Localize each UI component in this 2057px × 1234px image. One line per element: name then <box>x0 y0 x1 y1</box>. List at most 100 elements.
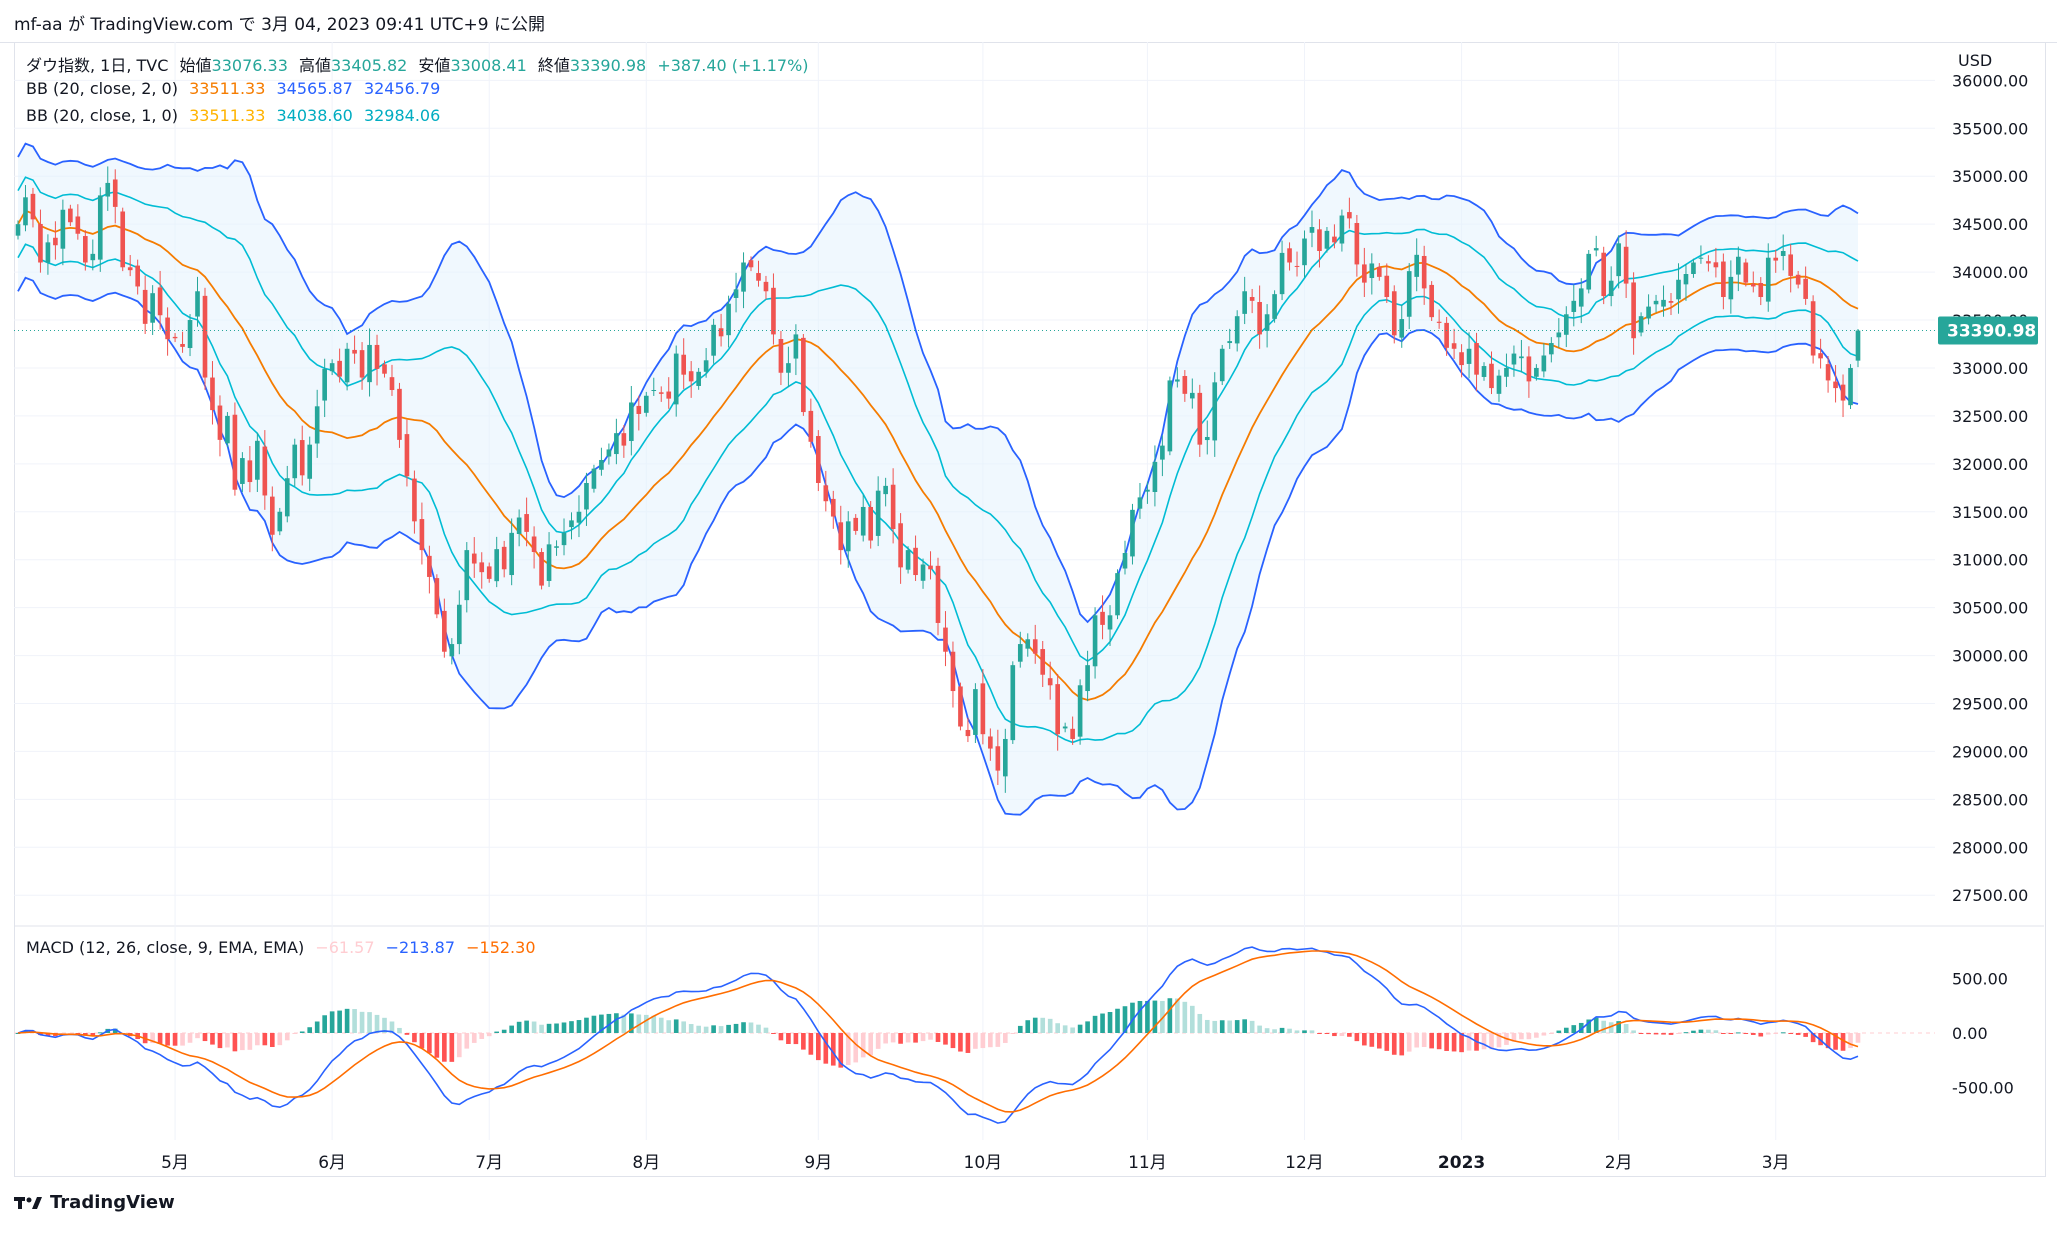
candle-body <box>898 523 903 568</box>
macd-hist-bar <box>1451 1033 1457 1052</box>
candle-body <box>1040 649 1046 675</box>
macd-hist-bar <box>748 1022 754 1033</box>
candle-body <box>1354 223 1360 265</box>
candle-body <box>905 550 911 570</box>
macd-hist-bar <box>1062 1025 1068 1033</box>
candle-body <box>1668 301 1674 303</box>
macd-hist-bar <box>673 1019 679 1033</box>
candle-body <box>711 324 716 356</box>
candle-body <box>1152 461 1158 493</box>
macd-hist-bar <box>1010 1033 1016 1034</box>
candle-body <box>733 289 739 298</box>
candle-body <box>1002 738 1008 777</box>
candle-body <box>262 446 268 496</box>
macd-hist-bar <box>1145 1000 1150 1033</box>
macd-hist-bar <box>292 1033 298 1034</box>
time-tick-label: 5月 <box>161 1153 189 1173</box>
candle-body <box>853 517 859 531</box>
candle-body <box>1384 275 1390 298</box>
macd-tick-label: 0.00 <box>1952 1024 1988 1043</box>
candle-body <box>1212 382 1218 441</box>
macd-hist-bar <box>1840 1033 1846 1051</box>
candle-body <box>1825 364 1831 381</box>
candle-body <box>195 291 200 317</box>
candle-body <box>823 485 829 502</box>
macd-hist-bar <box>1264 1028 1270 1033</box>
macd-hist-bar <box>1489 1033 1494 1050</box>
macd-hist-bar <box>808 1033 814 1055</box>
macd-hist-bar <box>456 1033 462 1058</box>
macd-line-value: −213.87 <box>385 938 456 957</box>
candle-body <box>374 344 380 369</box>
macd-hist-bar <box>599 1014 604 1033</box>
macd-hist-bar <box>314 1021 320 1033</box>
macd-hist-bar <box>1541 1033 1547 1036</box>
low-label: 安値 <box>418 56 451 75</box>
macd-hist-bar <box>1780 1032 1786 1034</box>
macd-hist-bar <box>322 1015 327 1033</box>
macd-hist-bar <box>741 1022 746 1033</box>
macd-hist-bar <box>733 1023 739 1033</box>
macd-hist-bar <box>1743 1033 1749 1034</box>
candle-body <box>456 604 462 645</box>
candle-body <box>1032 639 1038 654</box>
macd-hist-bar <box>397 1027 402 1033</box>
tradingview-logo-icon <box>14 1197 42 1209</box>
macd-hist-bar <box>621 1014 627 1033</box>
candle-body <box>1399 319 1405 338</box>
macd-hist-bar <box>658 1017 664 1033</box>
macd-signal-line <box>17 950 1859 1113</box>
macd-tick-label: 500.00 <box>1952 969 2008 988</box>
candle-body <box>1638 316 1644 333</box>
macd-hist-bar <box>501 1029 507 1033</box>
macd-hist-bar <box>1421 1033 1427 1047</box>
candle-body <box>23 197 28 226</box>
candle-body <box>1017 644 1023 662</box>
candle-body <box>614 433 619 455</box>
time-tick-label: 7月 <box>475 1153 503 1173</box>
macd-hist-bar <box>1810 1033 1816 1043</box>
candle-body <box>180 343 185 347</box>
candle-body <box>1593 248 1599 251</box>
macd-hist-bar <box>1182 1001 1188 1033</box>
candle-body <box>314 406 320 444</box>
macd-hist-bar <box>718 1026 724 1033</box>
macd-hist-bar <box>262 1033 268 1046</box>
macd-hist-bar <box>1100 1013 1105 1033</box>
candle-body <box>1130 509 1135 557</box>
macd-hist-bar <box>1578 1022 1584 1033</box>
candle-body <box>1489 363 1494 389</box>
macd-hist-bar <box>1765 1033 1771 1035</box>
macd-hist-bar <box>307 1027 313 1033</box>
candle-body <box>479 562 485 573</box>
macd-hist-bar <box>97 1032 103 1034</box>
price-tick-label: 30500.00 <box>1952 599 2028 618</box>
candle-body <box>269 496 275 535</box>
macd-hist-bar <box>786 1033 791 1044</box>
candle-body <box>554 546 559 548</box>
macd-hist-bar <box>284 1033 290 1041</box>
low-value: 33008.41 <box>450 56 527 75</box>
high-value: 33405.82 <box>330 56 408 75</box>
macd-hist-bar <box>561 1022 567 1033</box>
macd-hist-bar <box>763 1027 769 1033</box>
candle-body <box>1436 321 1442 323</box>
macd-hist-bar <box>868 1033 874 1056</box>
candle-body <box>1010 665 1016 741</box>
macd-hist-bar <box>539 1024 544 1033</box>
macd-hist-bar <box>255 1033 260 1046</box>
macd-hist-bar <box>703 1026 709 1033</box>
candle-body <box>352 349 357 354</box>
candle-body <box>1736 256 1741 275</box>
candle-body <box>165 317 170 340</box>
macd-hist-bar <box>614 1013 619 1033</box>
macd-hist-bar <box>1002 1033 1008 1043</box>
candle-body <box>1062 726 1068 729</box>
candle-body <box>913 547 918 576</box>
price-tick-label: 34000.00 <box>1952 263 2028 282</box>
bb1-lower: 32984.06 <box>363 106 441 125</box>
bb2-legend: BB (20, close, 2, 0) 33511.33 34565.87 3… <box>26 79 446 98</box>
macd-hist-bar <box>232 1033 238 1052</box>
open-value: 33076.33 <box>211 56 288 75</box>
